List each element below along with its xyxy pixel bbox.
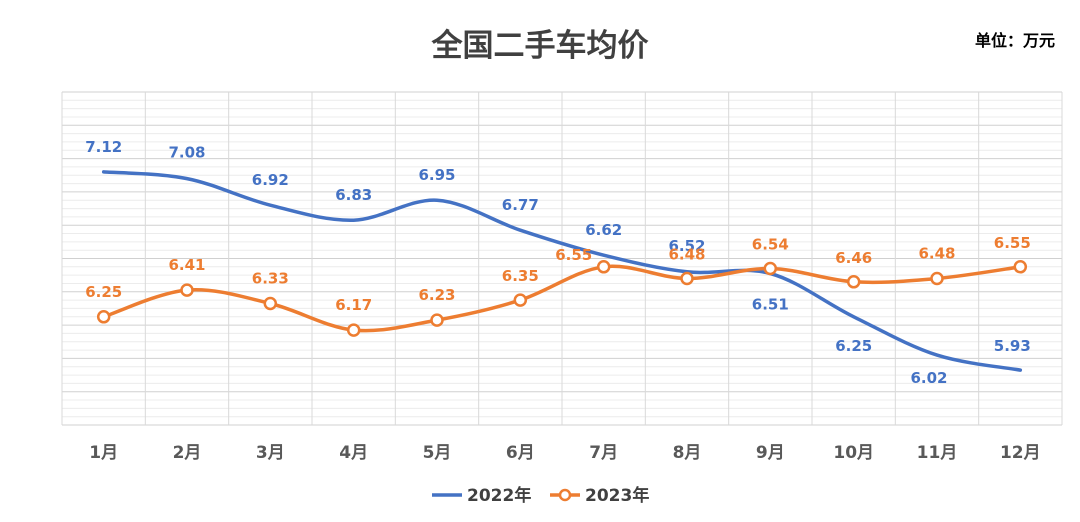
series-line-a (101, 170, 1023, 372)
data-label: 6.51 (752, 296, 789, 314)
x-tick-label: 12月 (1000, 443, 1041, 463)
series-marker (930, 271, 944, 286)
data-label: 6.83 (335, 186, 372, 204)
data-label: 6.33 (252, 270, 289, 288)
x-tick-label: 3月 (256, 443, 285, 463)
series-marker (180, 283, 194, 297)
data-label: 6.48 (668, 246, 705, 264)
x-tick-label: 10月 (833, 443, 874, 463)
series-marker (430, 313, 444, 327)
data-label: 6.55 (555, 246, 592, 264)
grid (61, 91, 1063, 426)
series-line-b (101, 264, 1023, 333)
legend-label: 2022年 (467, 485, 531, 506)
x-tick-label: 2月 (173, 443, 202, 463)
legend-swatch-marker (558, 488, 572, 502)
data-label: 6.25 (85, 283, 122, 301)
data-label: 7.12 (85, 138, 122, 156)
data-label: 6.25 (835, 337, 872, 355)
series-marker (596, 260, 611, 274)
x-tick-label: 7月 (589, 443, 618, 463)
series-marker (96, 310, 111, 324)
series-marker (846, 275, 861, 289)
data-label: 7.08 (168, 144, 205, 162)
data-label: 6.52 (668, 237, 705, 255)
data-label: 6.55 (994, 234, 1031, 252)
series-marker (763, 261, 778, 276)
unit-label: 单位：万元 (975, 31, 1055, 50)
chart-title: 全国二手车均价 (431, 28, 649, 64)
x-axis: 1月 2月 3月 4月 5月 6月 7月 8月 9月 10月 11月 12月 (89, 443, 1040, 463)
data-label: 6.54 (752, 236, 789, 254)
data-label: 6.95 (418, 166, 455, 184)
data-label: 6.46 (835, 249, 872, 267)
data-label: 6.77 (502, 196, 539, 214)
data-label: 5.93 (994, 337, 1031, 355)
x-tick-label: 4月 (339, 443, 368, 463)
series-marker (1013, 260, 1028, 274)
data-label: 6.48 (918, 245, 955, 263)
legend: 2022年 2023年 (432, 485, 649, 506)
x-tick-label: 6月 (506, 443, 535, 463)
series-marker (346, 323, 361, 337)
series-marker (263, 296, 278, 311)
data-label: 6.02 (910, 369, 947, 387)
x-tick-label: 8月 (673, 443, 702, 463)
data-label: 6.35 (502, 267, 539, 285)
legend-label: 2023年 (585, 485, 649, 506)
series-layer (96, 170, 1028, 372)
data-label: 6.62 (585, 221, 622, 239)
x-tick-label: 9月 (756, 443, 785, 463)
data-labels: 7.12 7.08 6.92 6.83 6.95 6.77 6.62 6.52 6.51 6.25… (85, 138, 1031, 387)
data-label: 6.17 (335, 296, 372, 314)
data-label: 6.41 (168, 256, 205, 274)
x-tick-label: 5月 (423, 443, 452, 463)
series-marker (680, 271, 694, 286)
series-marker (513, 293, 528, 307)
data-label: 6.23 (418, 286, 455, 304)
data-label: 6.92 (252, 171, 289, 189)
x-tick-label: 1月 (89, 443, 118, 463)
x-tick-label: 11月 (917, 443, 958, 463)
